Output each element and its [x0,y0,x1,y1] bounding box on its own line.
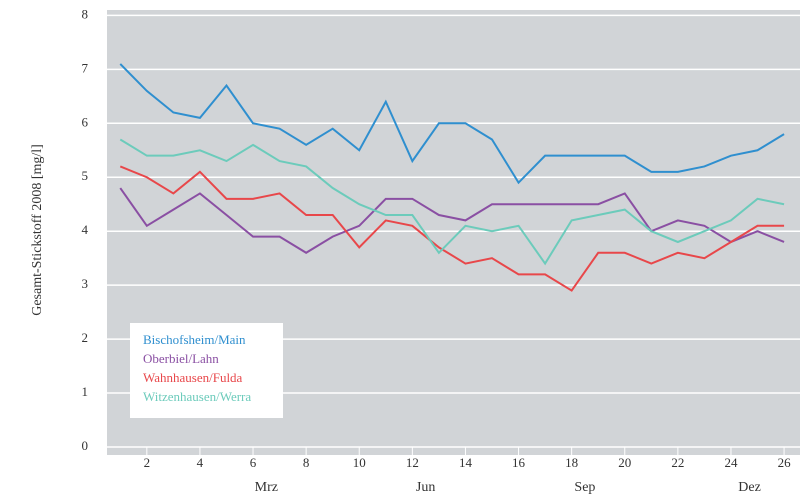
y-axis-label: Gesamt-Stickstoff 2008 [mg/l] [30,144,45,316]
legend-entry: Wahnhausen/Fulda [143,370,243,385]
x-tick-label: 10 [353,455,366,470]
x-tick-label: 14 [459,455,473,470]
y-tick-label: 3 [82,276,89,291]
x-tick-label: 26 [778,455,792,470]
x-tick-label: 6 [250,455,257,470]
y-tick-label: 6 [82,114,89,129]
x-tick-label: 2 [144,455,151,470]
series-line [119,138,785,266]
x-period-label: Mrz [255,480,278,495]
series-line [119,165,785,292]
x-tick-label: 22 [671,455,684,470]
y-tick-label: 7 [82,60,89,75]
x-tick-label: 16 [512,455,526,470]
series-line [119,63,785,185]
y-tick-label: 1 [82,384,89,399]
legend-entry: Bischofsheim/Main [143,332,246,347]
x-tick-label: 18 [565,455,578,470]
legend-entry: Oberbiel/Lahn [143,351,219,366]
y-tick-label: 0 [82,438,89,453]
x-tick-label: 20 [618,455,631,470]
y-tick-label: 2 [82,330,89,345]
x-tick-label: 4 [197,455,204,470]
x-period-label: Dez [738,480,761,495]
y-tick-label: 5 [82,168,89,183]
legend-entry: Witzenhausen/Werra [143,389,251,404]
legend-box [130,323,283,418]
x-tick-label: 8 [303,455,310,470]
series-line [119,187,785,254]
x-period-label: Sep [574,480,595,495]
x-period-label: Jun [416,480,435,495]
x-tick-label: 24 [724,455,738,470]
x-tick-label: 12 [406,455,419,470]
y-tick-label: 4 [82,222,89,237]
y-tick-label: 8 [82,6,89,21]
